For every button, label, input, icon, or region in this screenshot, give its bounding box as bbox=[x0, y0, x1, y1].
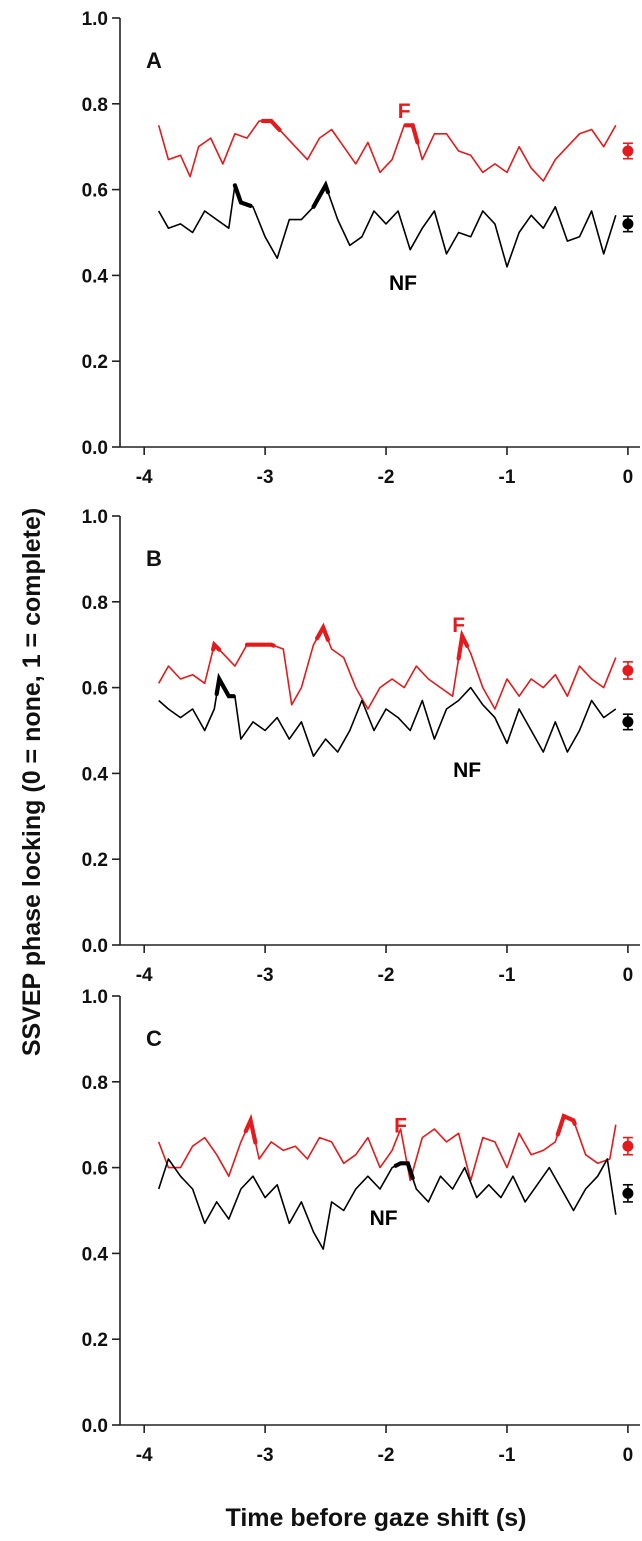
panel-a-x-tick-label: -3 bbox=[257, 467, 274, 488]
panel-b: 0.0 0.2 0.4 0.6 0.8 1.0 -4 -3 -2 -1 0 B F NF bbox=[82, 507, 640, 986]
panel-b-y-tick-label: 1.0 bbox=[82, 507, 108, 528]
panel-c-series-f-significant-segment bbox=[243, 1113, 258, 1145]
panel-b-y-tick-label: 0.4 bbox=[82, 764, 109, 785]
panel-b-series-f-significant-segment bbox=[315, 622, 331, 642]
panel-c-y-tick-label: 0.0 bbox=[82, 1416, 108, 1437]
panel-b-x-tick-label: 0 bbox=[623, 965, 634, 986]
panel-a-y-tick-label: 0.0 bbox=[82, 438, 108, 459]
panel-a-y-tick-label: 1.0 bbox=[82, 9, 108, 30]
panel-a-series-f-mean-marker bbox=[622, 145, 634, 157]
panel-c-series-f-label: F bbox=[394, 1115, 407, 1138]
panel-c-label: C bbox=[146, 1026, 162, 1051]
panel-b-series-nf-mean-marker bbox=[622, 716, 634, 728]
panel-b-y-tick-label: 0.8 bbox=[82, 593, 108, 614]
panel-a-y-tick-label: 0.8 bbox=[82, 95, 108, 116]
panel-a-series-nf-mean-marker bbox=[622, 218, 634, 230]
panel-b-series-f-mean-marker bbox=[622, 664, 634, 676]
panel-c-series-nf-label: NF bbox=[370, 1207, 398, 1230]
panel-c-series-nf-mean-marker bbox=[622, 1187, 634, 1199]
panel-b-series-f-label: F bbox=[452, 614, 465, 637]
panel-c-y-tick-label: 0.2 bbox=[82, 1330, 108, 1351]
panel-c-y-tick-label: 0.6 bbox=[82, 1159, 108, 1180]
panel-a-series-nf-significant-segment bbox=[232, 183, 253, 208]
panel-b-y-tick-label: 0.0 bbox=[82, 936, 108, 957]
panel-a-series-f-significant-segment bbox=[403, 123, 420, 145]
panel-c: 0.0 0.2 0.4 0.6 0.8 1.0 -4 -3 -2 -1 0 C F NF bbox=[82, 987, 640, 1466]
panel-b-label: B bbox=[146, 546, 162, 571]
panel-c-x-tick-label: -3 bbox=[257, 1445, 274, 1466]
panel-a-y-tick-label: 0.2 bbox=[82, 352, 108, 373]
panel-a-x-tick-label: -4 bbox=[136, 467, 153, 488]
panel-c-series-f-line bbox=[157, 1115, 617, 1182]
panel-b-x-tick-label: -1 bbox=[499, 965, 516, 986]
panel-c-x-tick-label: -4 bbox=[136, 1445, 153, 1466]
panel-a-x-tick-label: -2 bbox=[378, 467, 395, 488]
panel-b-series-nf-label: NF bbox=[453, 759, 481, 782]
panel-a-series-nf-line bbox=[158, 184, 617, 268]
panel-c-x-tick-label: 0 bbox=[623, 1445, 634, 1466]
panel-c-series-nf-line bbox=[157, 1158, 617, 1250]
panel-c-y-tick-label: 1.0 bbox=[82, 987, 108, 1008]
panel-c-x-tick-label: -2 bbox=[378, 1445, 395, 1466]
panel-c-series-f-significant-segment bbox=[555, 1113, 577, 1137]
panel-b-x-tick-label: -4 bbox=[136, 965, 153, 986]
panel-b-x-tick-label: -2 bbox=[378, 965, 395, 986]
panel-a-series-f-significant-segment bbox=[260, 118, 282, 133]
panel-a-series-f-label: F bbox=[398, 100, 411, 123]
panel-b-y-tick-label: 0.6 bbox=[82, 679, 108, 700]
panel-a-y-tick-label: 0.6 bbox=[82, 181, 108, 202]
panel-a-series-f-line bbox=[157, 120, 617, 182]
panel-c-y-tick-label: 0.8 bbox=[82, 1073, 108, 1094]
panel-b-series-f-line bbox=[158, 626, 617, 710]
panel-a: 0.0 0.2 0.4 0.6 0.8 1.0 -4 -3 -2 -1 0 A F NF bbox=[82, 9, 640, 488]
panel-b-series-f-significant-segment bbox=[211, 640, 222, 652]
panel-a-series-nf-label: NF bbox=[389, 272, 417, 295]
panel-a-y-tick-label: 0.4 bbox=[82, 266, 109, 287]
panel-c-series-nf-significant-segment bbox=[393, 1161, 415, 1181]
panels: 0.0 0.2 0.4 0.6 0.8 1.0 -4 -3 -2 -1 0 A F NF 0.0 0.2 0.4… bbox=[82, 9, 640, 1466]
panel-a-series-nf-significant-segment bbox=[311, 180, 331, 209]
panel-c-x-tick-label: -1 bbox=[499, 1445, 516, 1466]
panel-c-y-tick-label: 0.4 bbox=[82, 1244, 109, 1265]
panel-a-x-tick-label: -1 bbox=[499, 467, 516, 488]
panel-b-series-f-significant-segment bbox=[244, 642, 276, 648]
panel-b-series-nf-significant-segment bbox=[214, 672, 236, 699]
panel-b-series-f-significant-segment bbox=[456, 629, 470, 661]
x-axis-title: Time before gaze shift (s) bbox=[226, 1504, 527, 1532]
panel-a-x-tick-label: 0 bbox=[623, 467, 634, 488]
panel-a-label: A bbox=[146, 48, 162, 73]
panel-b-x-tick-label: -3 bbox=[257, 965, 274, 986]
y-axis-title: SSVEP phase locking (0 = none, 1 = compl… bbox=[18, 508, 46, 1056]
panel-b-y-tick-label: 0.2 bbox=[82, 850, 108, 871]
panel-c-series-f-mean-marker bbox=[622, 1140, 634, 1152]
